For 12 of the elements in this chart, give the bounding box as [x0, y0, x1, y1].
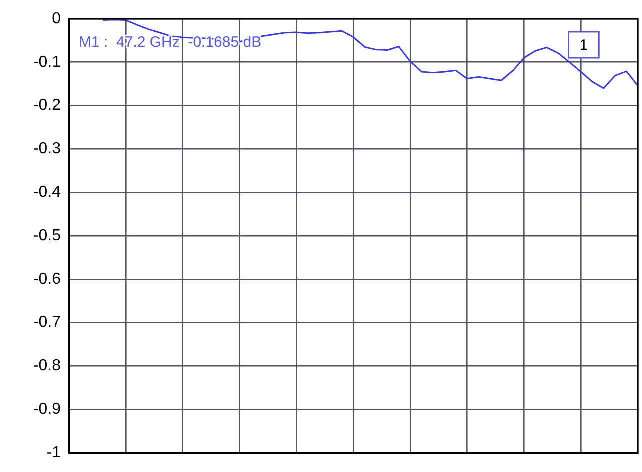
y-tick-label: -1 [46, 444, 62, 462]
y-tick-label: -0.9 [33, 401, 62, 418]
y-tick-label: -0.1 [33, 54, 62, 71]
y-tick-label: -0.6 [33, 270, 62, 288]
y-tick-label: -0.5 [33, 227, 62, 244]
y-tick-label: 0 [52, 10, 62, 28]
y-tick-label: -0.7 [33, 314, 62, 332]
y-tick-label: -0.3 [33, 140, 62, 158]
annotation: 1 [580, 37, 588, 54]
y-tick-label: -0.2 [33, 97, 62, 114]
y-tick-label: -0.8 [33, 358, 62, 375]
y-tick-label: -0.4 [33, 184, 62, 202]
